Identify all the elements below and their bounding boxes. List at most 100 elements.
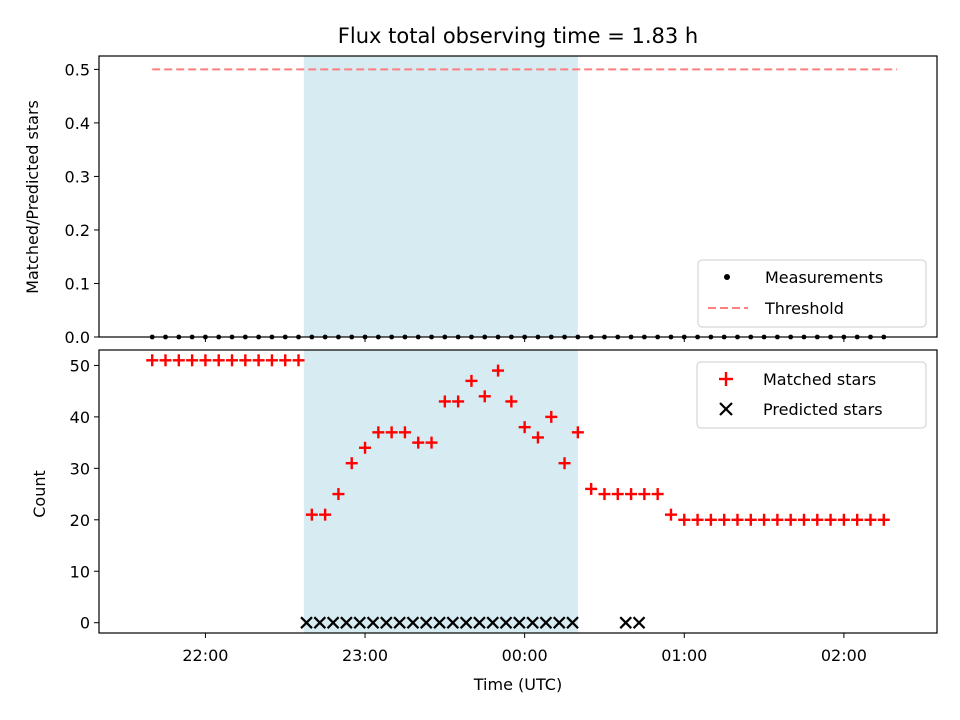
top-y-tick-label: 0.3 bbox=[65, 167, 90, 186]
matched-star-point bbox=[797, 513, 810, 526]
matched-star-point bbox=[385, 426, 398, 439]
matched-star-point bbox=[212, 354, 225, 367]
legend-predicted-label: Predicted stars bbox=[763, 400, 883, 419]
bottom-y-tick-label: 20 bbox=[70, 511, 90, 530]
bottom-y-tick-label: 50 bbox=[70, 356, 90, 375]
matched-star-point bbox=[531, 431, 544, 444]
matched-star-point bbox=[239, 354, 252, 367]
matched-star-point bbox=[345, 457, 358, 470]
matched-star-point bbox=[611, 488, 624, 501]
matched-star-point bbox=[731, 513, 744, 526]
predicted-star-point bbox=[566, 616, 579, 629]
matched-star-point bbox=[452, 395, 465, 408]
matched-star-point bbox=[186, 354, 199, 367]
predicted-star-point bbox=[433, 616, 446, 629]
bottom-x-tick-label: 01:00 bbox=[661, 646, 707, 665]
predicted-star-point bbox=[513, 616, 526, 629]
top-panel: 0.0 0.1 0.2 0.3 0.4 0.5 Matched/Predicted sta… bbox=[23, 55, 938, 347]
predicted-star-point bbox=[446, 616, 460, 629]
top-highlight-band bbox=[303, 56, 578, 337]
matched-star-point bbox=[638, 488, 651, 501]
bottom-x-tick-label: 02:00 bbox=[821, 646, 867, 665]
top-axes-frame bbox=[98, 55, 938, 338]
predicted-star-point bbox=[300, 616, 313, 629]
top-y-tick-label: 0.4 bbox=[65, 114, 90, 133]
matched-star-point bbox=[545, 410, 558, 423]
bottom-axes-frame bbox=[98, 349, 938, 634]
bottom-x-ticks: 22:00 23:00 00:00 01:00 02:00 bbox=[182, 633, 867, 665]
predicted-star-point bbox=[619, 616, 633, 629]
predicted-star-point bbox=[406, 616, 420, 629]
predicted-star-point bbox=[326, 616, 340, 629]
matched-star-point bbox=[625, 488, 638, 501]
matched-star-point bbox=[824, 513, 837, 526]
bottom-legend-box bbox=[696, 361, 927, 429]
matched-star-point bbox=[837, 513, 850, 526]
matched-star-point bbox=[172, 354, 185, 367]
matched-star-point bbox=[159, 354, 172, 367]
matched-star-point bbox=[146, 354, 159, 367]
predicted-stars-series bbox=[300, 616, 646, 629]
matched-star-point bbox=[359, 441, 372, 454]
bottom-x-tick-label: 00:00 bbox=[502, 646, 548, 665]
matched-star-point bbox=[478, 390, 491, 403]
top-y-tick-label: 0.2 bbox=[65, 221, 90, 240]
top-y-tick-label: 0.5 bbox=[65, 60, 90, 79]
predicted-star-point bbox=[340, 616, 353, 629]
matched-star-point bbox=[265, 354, 278, 367]
legend-matched-label: Matched stars bbox=[763, 370, 876, 389]
bottom-x-tick-label: 23:00 bbox=[342, 646, 388, 665]
predicted-star-point bbox=[353, 616, 366, 629]
predicted-star-point bbox=[419, 616, 433, 629]
matched-star-point bbox=[398, 426, 411, 439]
predicted-star-point bbox=[366, 616, 380, 629]
matched-star-point bbox=[771, 513, 784, 526]
matched-star-point bbox=[664, 508, 677, 521]
matched-star-point bbox=[252, 354, 265, 367]
bottom-panel: 0 10 20 30 40 50 22:00 23:00 00:00 01:00 02:00 Co… bbox=[30, 349, 938, 694]
predicted-star-point bbox=[380, 616, 393, 629]
matched-star-point bbox=[226, 354, 239, 367]
matched-star-point bbox=[332, 488, 345, 501]
matched-star-point bbox=[438, 395, 451, 408]
bottom-highlight-band bbox=[303, 350, 578, 633]
matched-star-point bbox=[811, 513, 824, 526]
predicted-star-point bbox=[459, 616, 473, 629]
matched-star-point bbox=[691, 513, 704, 526]
matched-star-point bbox=[678, 513, 691, 526]
matched-star-point bbox=[292, 354, 305, 367]
matched-star-point bbox=[651, 488, 664, 501]
matched-star-point bbox=[744, 513, 757, 526]
predicted-star-point bbox=[313, 616, 327, 629]
matched-star-point bbox=[425, 436, 438, 449]
bottom-y-ticks: 0 10 20 30 40 50 bbox=[70, 356, 99, 633]
matched-star-point bbox=[864, 513, 877, 526]
bottom-y-tick-label: 40 bbox=[70, 408, 90, 427]
matched-star-point bbox=[851, 513, 864, 526]
top-legend-box bbox=[697, 259, 927, 328]
predicted-star-point bbox=[499, 616, 513, 629]
top-y-ticks: 0.0 0.1 0.2 0.3 0.4 0.5 bbox=[65, 60, 99, 347]
predicted-star-point bbox=[486, 616, 500, 629]
legend-measurements-label: Measurements bbox=[765, 268, 883, 287]
predicted-star-point bbox=[393, 616, 406, 629]
top-y-tick-label: 0.1 bbox=[65, 274, 90, 293]
matched-star-point bbox=[492, 364, 505, 377]
matched-star-point bbox=[598, 488, 611, 501]
predicted-star-point bbox=[539, 616, 553, 629]
matched-star-point bbox=[319, 508, 332, 521]
legend-predicted-marker bbox=[719, 402, 733, 416]
x-axis-label: Time (UTC) bbox=[473, 675, 562, 694]
bottom-y-tick-label: 10 bbox=[70, 562, 90, 581]
matched-star-point bbox=[718, 513, 731, 526]
top-x-ticks bbox=[204, 337, 845, 342]
top-y-axis-label: Matched/Predicted stars bbox=[23, 100, 42, 294]
matched-star-point bbox=[465, 374, 478, 387]
matched-star-point bbox=[518, 421, 531, 434]
matched-star-point bbox=[505, 395, 518, 408]
matched-star-point bbox=[372, 426, 385, 439]
matched-star-point bbox=[784, 513, 797, 526]
matched-star-point bbox=[279, 354, 292, 367]
